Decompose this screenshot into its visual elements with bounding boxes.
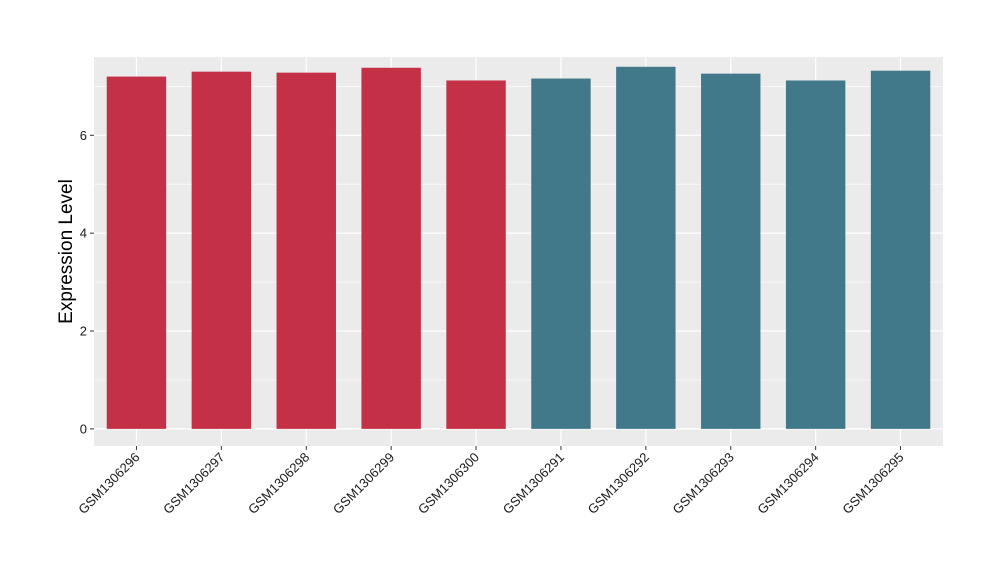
bar-GSM1306291 [531, 78, 591, 429]
y-tick-label: 4 [80, 226, 87, 241]
y-axis-label: Expression Level [56, 179, 77, 324]
bar-GSM1306296 [106, 76, 167, 429]
bar-series [106, 66, 931, 429]
bar-GSM1306298 [276, 72, 336, 429]
bar-GSM1306294 [785, 80, 846, 429]
y-tick-label: 0 [80, 421, 87, 436]
bar-GSM1306292 [616, 66, 676, 429]
y-tick-label: 2 [80, 324, 87, 339]
bar-GSM1306300 [446, 80, 506, 429]
bar-GSM1306297 [191, 71, 252, 429]
bar-GSM1306299 [361, 67, 421, 429]
bar-GSM1306295 [870, 70, 931, 429]
y-tick-label: 6 [80, 128, 87, 143]
y-axis: 0 2 4 6 [80, 128, 94, 436]
bar-GSM1306293 [701, 73, 761, 429]
